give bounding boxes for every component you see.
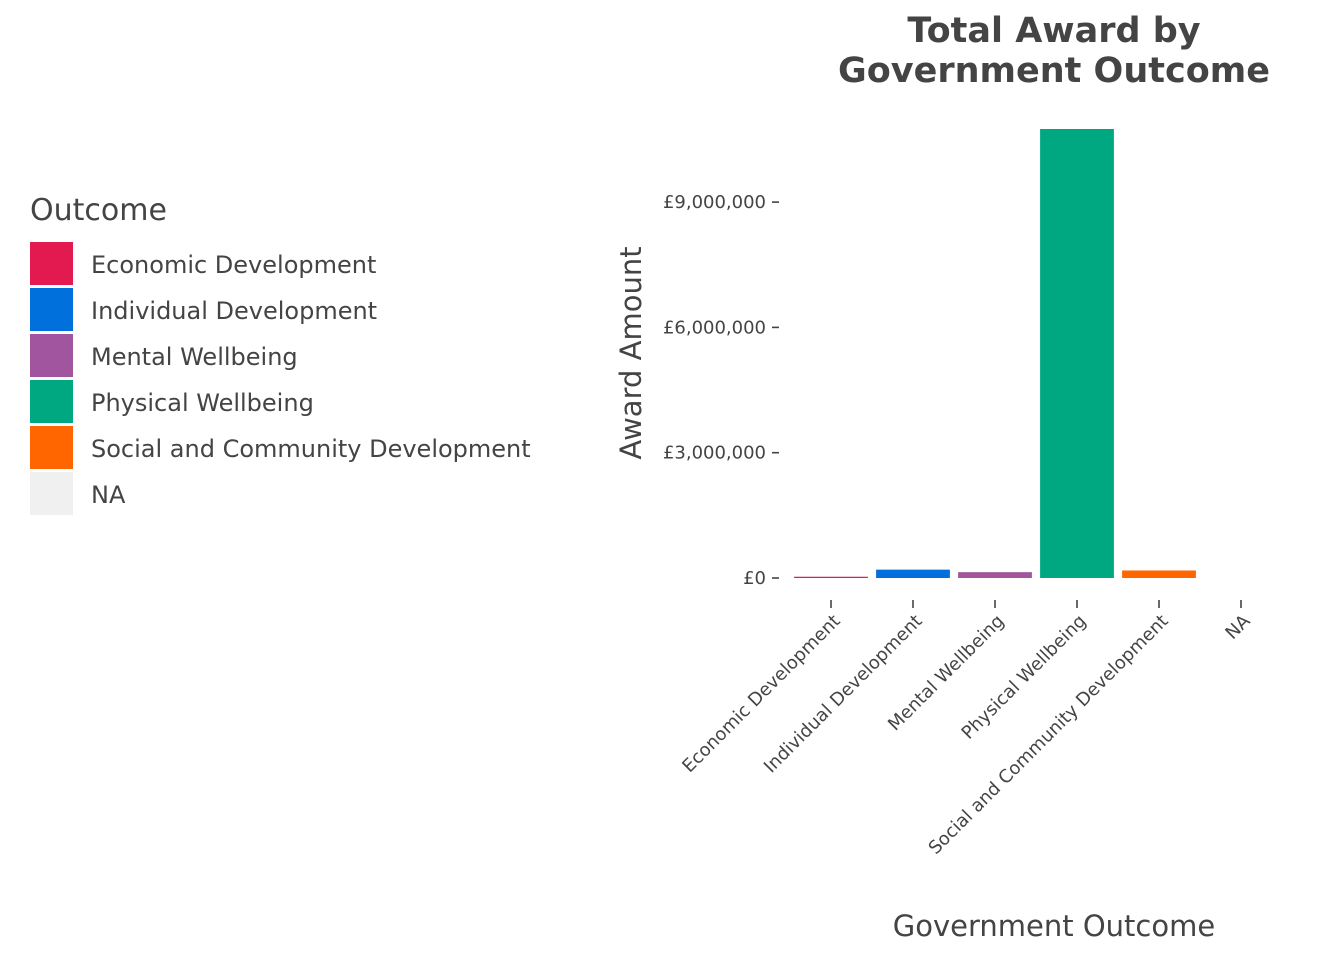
- legend-item-label: Physical Wellbeing: [91, 389, 314, 417]
- bars: [794, 129, 1196, 578]
- bar: [1040, 129, 1114, 578]
- y-tick-label: £9,000,000: [663, 192, 766, 213]
- legend-item-label: NA: [91, 481, 126, 509]
- bar: [794, 576, 868, 578]
- y-tick-label: £0: [743, 568, 766, 589]
- bar: [958, 572, 1032, 578]
- legend-swatch: [30, 472, 73, 515]
- legend-item-label: Social and Community Development: [91, 435, 531, 463]
- x-axis-title: Government Outcome: [893, 909, 1215, 943]
- chart-title-line: Total Award by: [907, 11, 1200, 51]
- y-tick-label: £6,000,000: [663, 317, 766, 338]
- legend-item-label: Mental Wellbeing: [91, 343, 298, 371]
- x-tick-label: Individual Development: [760, 611, 927, 778]
- x-tick-label: Economic Development: [678, 611, 844, 777]
- chart-title-line: Government Outcome: [838, 51, 1270, 91]
- legend: Outcome Economic Development Individual De…: [30, 193, 531, 515]
- legend-swatch: [30, 334, 73, 377]
- legend-swatch: [30, 288, 73, 331]
- bar: [1122, 570, 1196, 578]
- legend-swatch: [30, 380, 73, 423]
- legend-title: Outcome: [30, 193, 167, 228]
- legend-item-label: Individual Development: [91, 297, 377, 325]
- y-axis: £0 £3,000,000 £6,000,000 £9,000,000 Award Am…: [614, 192, 779, 589]
- legend-swatch: [30, 242, 73, 285]
- bar: [876, 569, 950, 578]
- y-axis-title: Award Amount: [614, 246, 648, 459]
- x-tick-label: NA: [1221, 610, 1255, 644]
- legend-swatch: [30, 426, 73, 469]
- y-tick-label: £3,000,000: [663, 443, 766, 464]
- legend-item-label: Economic Development: [91, 251, 376, 279]
